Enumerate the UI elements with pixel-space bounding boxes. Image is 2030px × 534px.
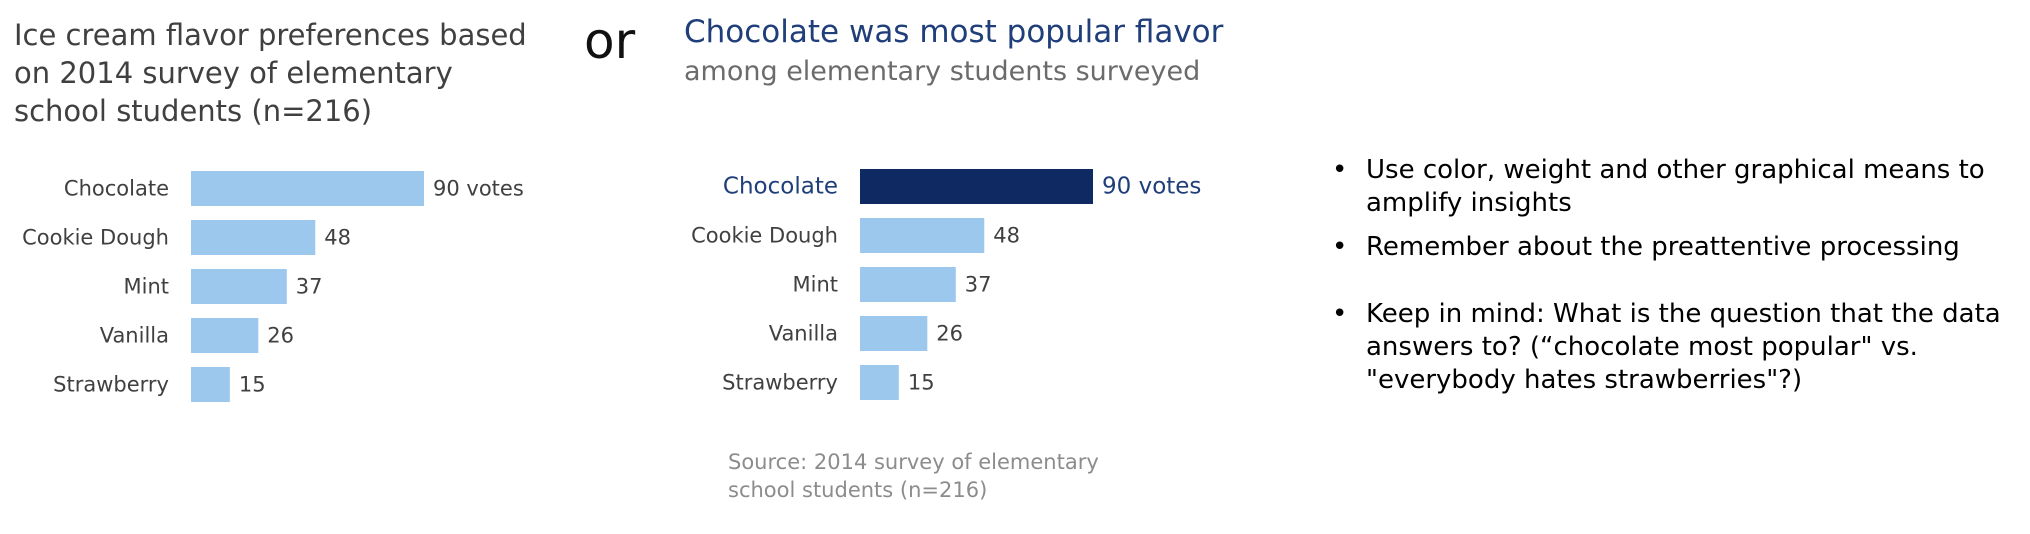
category-label: Chocolate [64, 177, 169, 201]
category-label: Chocolate [723, 174, 838, 200]
bar-vanilla [860, 316, 928, 351]
takeaway-text: Keep in mind: What is the question that … [1366, 299, 2001, 395]
right-chart-title: Chocolate was most popular flavor [684, 14, 1224, 50]
value-label: 48 [993, 224, 1020, 248]
value-label: 37 [965, 273, 992, 297]
value-label: 26 [267, 324, 294, 348]
bar-chocolate [191, 171, 424, 206]
category-label: Cookie Dough [22, 226, 169, 250]
category-label: Vanilla [100, 324, 169, 348]
bar-vanilla [191, 318, 259, 353]
bar-chocolate [860, 169, 1093, 204]
source-note: Source: 2014 survey of elementary school… [728, 450, 1099, 502]
takeaway-item: • Use color, weight and other graphical m… [1326, 154, 2026, 220]
bullet-dot: • [1332, 155, 1348, 185]
category-label: Cookie Dough [691, 224, 838, 248]
value-label: 48 [324, 226, 351, 250]
bar-strawberry [191, 367, 230, 402]
value-label: 90 votes [1102, 174, 1201, 200]
left-chart-title: Ice cream flavor preferences based on 20… [14, 18, 527, 128]
or-separator: or [584, 12, 636, 70]
value-label: 15 [239, 373, 266, 397]
value-label: 15 [908, 371, 935, 395]
category-label: Strawberry [722, 371, 838, 395]
takeaway-text: Remember about the preattentive processi… [1366, 232, 1960, 262]
category-label: Mint [124, 275, 170, 299]
bullet-dot: • [1332, 299, 1348, 329]
takeaway-item: • Keep in mind: What is the question that… [1326, 298, 2026, 397]
bullet-dot: • [1332, 232, 1348, 262]
takeaway-text: Use color, weight and other graphical me… [1366, 155, 1985, 218]
value-label: 90 votes [433, 177, 524, 201]
category-label: Vanilla [769, 322, 838, 346]
bar-mint [191, 269, 287, 304]
bar-cookie-dough [860, 218, 985, 253]
value-label: 37 [296, 275, 323, 299]
takeaway-list: • Use color, weight and other graphical m… [1326, 154, 2026, 408]
bar-mint [860, 267, 956, 302]
value-label: 26 [936, 322, 963, 346]
category-label: Mint [793, 273, 839, 297]
bar-strawberry [860, 365, 899, 400]
category-label: Strawberry [53, 373, 169, 397]
right-chart-subtitle: among elementary students surveyed [684, 56, 1201, 87]
bar-cookie-dough [191, 220, 316, 255]
takeaway-item: • Remember about the preattentive process… [1326, 231, 2026, 264]
